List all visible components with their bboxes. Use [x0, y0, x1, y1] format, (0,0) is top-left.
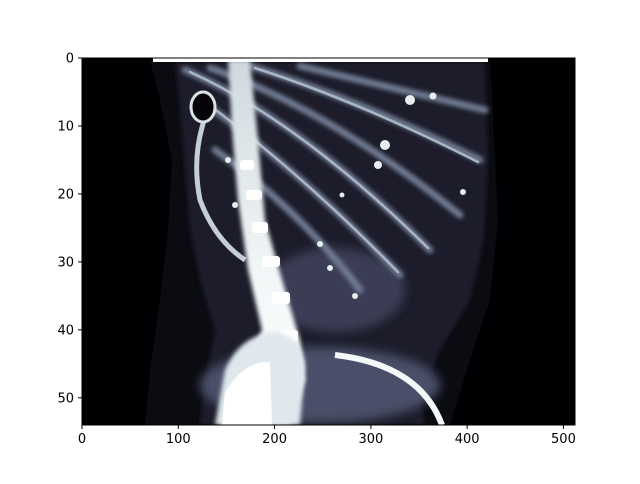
bright-spot — [232, 202, 238, 208]
scan-top-edge — [153, 58, 488, 62]
bright-spot — [380, 140, 390, 150]
dark-pocket — [189, 90, 217, 124]
bright-spot — [374, 161, 382, 169]
y-tick-label: 20 — [57, 187, 74, 202]
y-tick-label: 40 — [57, 323, 74, 338]
x-tick-label: 400 — [455, 432, 480, 447]
x-tick-label: 500 — [551, 432, 576, 447]
y-tick-label: 50 — [57, 391, 74, 406]
vertebra — [246, 190, 262, 200]
bright-spots — [225, 92, 466, 299]
rib-edge — [188, 70, 430, 250]
x-tick-label: 300 — [358, 432, 383, 447]
y-tick-label: 30 — [57, 255, 74, 270]
bright-spot — [460, 189, 466, 195]
bright-spot — [327, 265, 333, 271]
ct-scan-image — [82, 58, 575, 425]
x-tick-label: 0 — [78, 432, 86, 447]
y-tick-label: 0 — [66, 52, 74, 67]
rib-edge — [253, 66, 480, 164]
vertebra — [262, 256, 280, 267]
abdominal-organ — [265, 248, 405, 332]
abdominal-rim — [334, 352, 445, 425]
rib-edge — [203, 100, 400, 274]
bright-spot — [339, 192, 345, 198]
y-tick-label: 10 — [57, 119, 74, 134]
vertebra — [252, 222, 268, 233]
bright-spot — [429, 92, 437, 100]
bright-spot — [352, 293, 358, 299]
pelvic-bone-inner — [222, 361, 272, 425]
vessel — [194, 103, 247, 263]
bright-spot — [405, 95, 415, 105]
rib — [296, 62, 489, 114]
x-tick-label: 200 — [262, 432, 287, 447]
x-axis: 0 100 200 300 400 500 — [78, 425, 576, 447]
vertebra — [240, 160, 254, 170]
y-axis: 0 10 20 30 40 50 — [57, 52, 82, 406]
axes-frame — [81, 57, 576, 426]
vertebra — [272, 292, 290, 304]
ribs-highlight — [188, 66, 480, 274]
bright-spot — [317, 241, 323, 247]
bright-spot — [225, 157, 231, 163]
x-tick-label: 100 — [166, 432, 191, 447]
